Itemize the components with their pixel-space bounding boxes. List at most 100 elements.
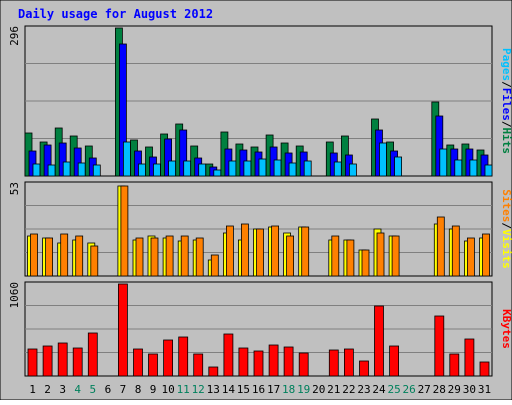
bar-pages-day-30 — [469, 159, 478, 177]
bar-sites-day-9 — [150, 237, 159, 277]
bar-sites-day-11 — [180, 235, 189, 277]
bar-kbytes-day-30 — [464, 338, 475, 377]
bar-kbytes-day-15 — [238, 347, 249, 377]
bar-pages-day-14 — [228, 160, 237, 177]
bar-kbytes-day-5 — [87, 332, 98, 377]
bar-sites-day-22 — [346, 239, 355, 277]
x-tick-label-day-12: 12 — [192, 383, 205, 396]
bar-pages-day-7 — [123, 141, 131, 177]
bar-kbytes-day-16 — [253, 350, 264, 377]
x-tick-label-day-1: 1 — [29, 383, 36, 396]
bar-sites-day-2 — [45, 237, 53, 277]
x-tick-label-day-11: 11 — [177, 383, 190, 396]
x-tick-label-day-21: 21 — [327, 383, 340, 396]
x-tick-label-day-10: 10 — [161, 383, 174, 396]
x-tick-label-day-30: 30 — [463, 383, 476, 396]
bar-sites-day-1 — [30, 233, 38, 277]
bar-pages-day-10 — [168, 160, 177, 177]
x-tick-label-day-19: 19 — [297, 383, 310, 396]
bar-pages-day-16 — [258, 158, 267, 177]
x-tick-label-day-5: 5 — [89, 383, 96, 396]
legend-3: KBytes — [500, 309, 512, 349]
x-tick-label-day-14: 14 — [222, 383, 236, 396]
bar-pages-day-5 — [92, 164, 101, 177]
bar-sites-day-28 — [436, 216, 445, 277]
x-tick-label-day-22: 22 — [342, 383, 355, 396]
bar-pages-day-3 — [62, 161, 71, 177]
legend-1: Pages/Files/Hits — [500, 48, 512, 154]
bar-sites-day-25 — [391, 235, 400, 277]
bar-files-day-11 — [179, 129, 188, 177]
y-max-label: 53 — [8, 182, 21, 195]
bar-sites-day-8 — [135, 237, 144, 277]
x-tick-label-day-9: 9 — [150, 383, 157, 396]
bar-sites-day-16 — [256, 228, 264, 277]
x-tick-label-day-25: 25 — [387, 383, 400, 396]
bar-kbytes-day-18 — [283, 346, 294, 377]
bar-files-day-4 — [73, 147, 82, 177]
bar-sites-day-30 — [466, 237, 475, 277]
legend-separator: / — [500, 81, 512, 88]
x-tick-label-day-16: 16 — [252, 383, 265, 396]
bar-kbytes-day-24 — [374, 305, 384, 377]
bar-sites-day-31 — [482, 233, 490, 277]
bar-kbytes-day-3 — [57, 342, 68, 377]
bar-sites-day-18 — [286, 235, 295, 277]
legend-separator: / — [500, 121, 512, 128]
bar-pages-day-18 — [288, 162, 297, 177]
x-tick-label-day-18: 18 — [282, 383, 295, 396]
x-tick-label-day-31: 31 — [478, 383, 491, 396]
panel-3: 1060 KBytes — [8, 281, 512, 377]
bar-kbytes-day-9 — [148, 353, 158, 377]
bar-sites-day-24 — [376, 232, 385, 277]
bar-pages-day-1 — [32, 163, 41, 177]
bar-files-day-7 — [119, 43, 127, 177]
bar-pages-day-2 — [47, 164, 56, 177]
x-tick-label-day-23: 23 — [357, 383, 370, 396]
x-tick-label-day-28: 28 — [433, 383, 446, 396]
bar-sites-day-5 — [90, 245, 99, 277]
x-tick-label-day-8: 8 — [135, 383, 142, 396]
bar-kbytes-day-25 — [389, 345, 400, 377]
bar-kbytes-day-8 — [133, 348, 143, 377]
bar-files-day-8 — [134, 150, 142, 177]
chart-title: Daily usage for August 2012 — [18, 7, 213, 21]
bar-sites-day-21 — [331, 235, 340, 277]
x-tick-label-day-20: 20 — [312, 383, 325, 396]
bar-kbytes-day-12 — [193, 353, 204, 377]
bar-pages-day-12 — [198, 163, 207, 177]
legend-item-visits: Visits — [500, 229, 512, 269]
y-max-label: 296 — [8, 26, 21, 46]
bar-sites-day-13 — [210, 254, 219, 277]
bar-sites-day-7 — [120, 185, 129, 277]
x-tick-label-day-26: 26 — [402, 383, 415, 396]
bar-pages-day-4 — [77, 162, 86, 177]
bar-kbytes-day-23 — [359, 360, 369, 377]
x-tick-label-day-4: 4 — [74, 383, 81, 396]
bar-pages-day-9 — [153, 163, 161, 177]
bar-sites-day-15 — [240, 223, 249, 277]
bar-pages-day-28 — [439, 148, 448, 177]
x-tick-label-day-3: 3 — [59, 383, 66, 396]
legend-item-pages: Pages — [500, 48, 512, 81]
bar-pages-day-29 — [454, 159, 463, 177]
bar-kbytes-day-7 — [118, 283, 128, 377]
bar-kbytes-day-17 — [268, 344, 279, 377]
bar-sites-day-10 — [165, 235, 174, 277]
y-max-label: 1060 — [8, 282, 21, 309]
bar-kbytes-day-4 — [72, 347, 83, 377]
x-tick-label-day-13: 13 — [207, 383, 220, 396]
bar-files-day-2 — [43, 144, 52, 177]
bar-kbytes-day-13 — [208, 366, 219, 377]
x-tick-label-day-6: 6 — [105, 383, 112, 396]
bar-kbytes-day-19 — [298, 352, 309, 377]
bar-pages-day-31 — [484, 164, 493, 177]
x-tick-label-day-7: 7 — [120, 383, 127, 396]
bar-sites-day-23 — [361, 249, 370, 277]
bar-kbytes-day-22 — [343, 348, 354, 377]
x-tick-label-day-15: 15 — [237, 383, 250, 396]
x-tick-label-day-17: 17 — [267, 383, 280, 396]
bar-kbytes-day-31 — [479, 361, 490, 377]
